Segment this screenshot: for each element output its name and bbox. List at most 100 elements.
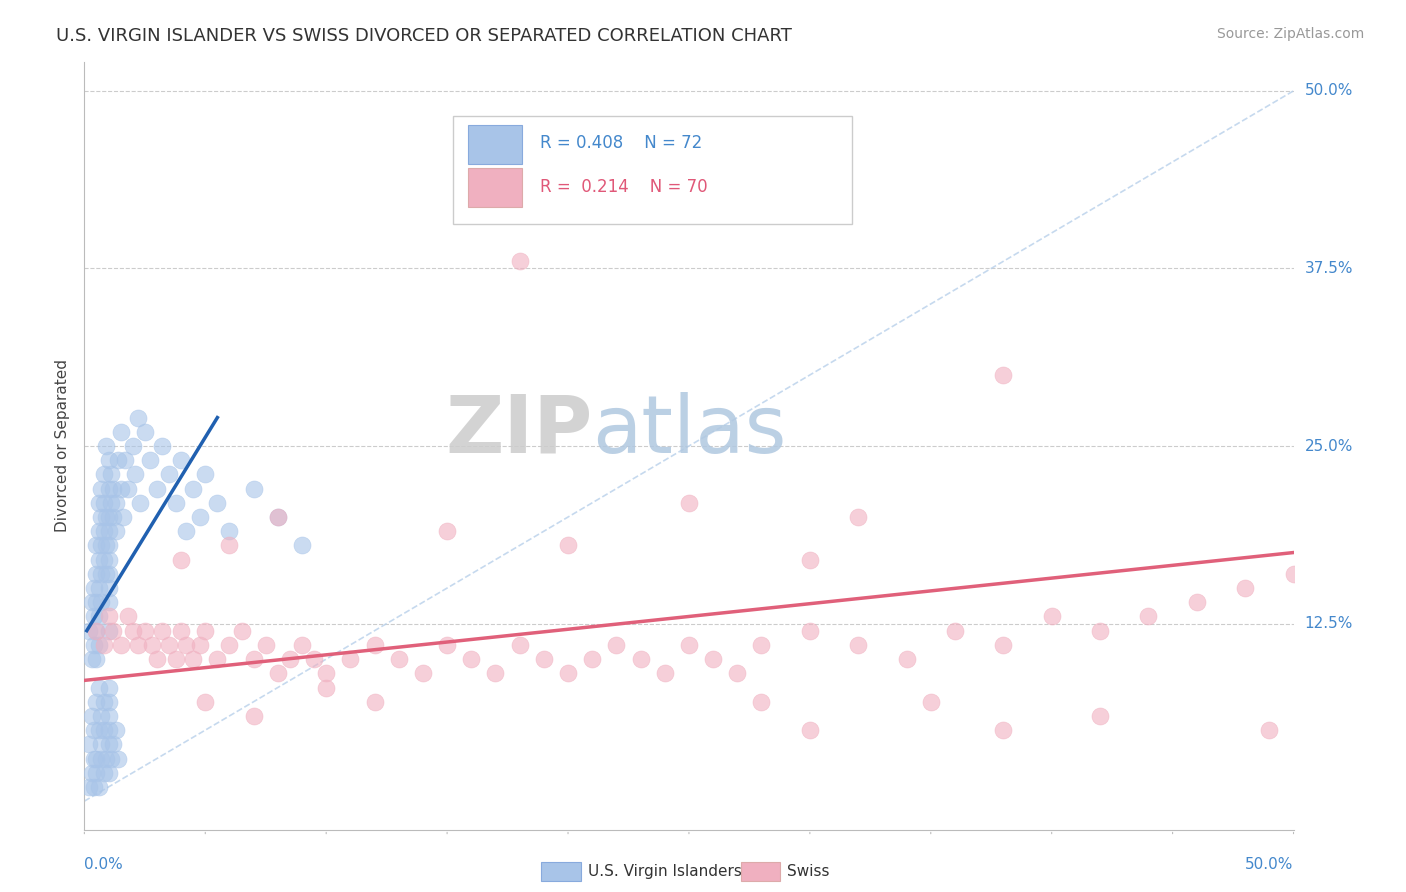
Point <box>170 624 193 638</box>
Point <box>751 638 773 652</box>
Text: 12.5%: 12.5% <box>1305 616 1353 631</box>
Point <box>363 695 385 709</box>
Point <box>110 482 132 496</box>
Point <box>90 709 112 723</box>
Point <box>86 652 108 666</box>
FancyBboxPatch shape <box>468 126 522 164</box>
Point <box>87 581 110 595</box>
Point <box>93 524 115 539</box>
Point <box>291 538 314 552</box>
Point <box>90 737 112 751</box>
Point <box>194 624 217 638</box>
Point <box>124 467 146 482</box>
Point <box>87 681 110 695</box>
Point <box>86 624 108 638</box>
Point <box>100 751 122 765</box>
Point <box>315 681 337 695</box>
Point <box>218 524 240 539</box>
Point <box>291 638 314 652</box>
Point <box>94 751 117 765</box>
Point <box>100 496 122 510</box>
Point <box>86 695 108 709</box>
Point <box>190 510 212 524</box>
Point <box>100 467 122 482</box>
Point <box>94 439 117 453</box>
Point <box>104 524 127 539</box>
Point <box>83 638 105 652</box>
Point <box>363 638 385 652</box>
Point <box>87 780 110 794</box>
Point <box>678 638 700 652</box>
Point <box>90 510 112 524</box>
Point <box>799 723 821 738</box>
Point <box>114 453 136 467</box>
Point <box>267 666 290 681</box>
Point <box>117 482 139 496</box>
Point <box>87 723 110 738</box>
Point <box>90 566 112 581</box>
Point <box>920 695 942 709</box>
Point <box>388 652 411 666</box>
Point <box>509 254 531 268</box>
Point <box>146 482 169 496</box>
Point <box>127 410 149 425</box>
Point <box>97 609 120 624</box>
Point <box>80 709 103 723</box>
Point <box>242 709 264 723</box>
Point <box>90 595 112 609</box>
Point <box>1185 595 1208 609</box>
Point <box>93 723 115 738</box>
Point <box>207 496 229 510</box>
Point <box>557 666 579 681</box>
Text: U.S. Virgin Islanders: U.S. Virgin Islanders <box>588 864 741 879</box>
Point <box>94 538 117 552</box>
Point <box>83 780 105 794</box>
Point <box>87 638 110 652</box>
Point <box>83 609 105 624</box>
Text: Swiss: Swiss <box>787 864 830 879</box>
Point <box>170 552 193 566</box>
Point <box>267 510 290 524</box>
Point <box>97 723 120 738</box>
Point <box>846 510 869 524</box>
Point <box>146 652 169 666</box>
Point <box>90 482 112 496</box>
Point <box>86 624 108 638</box>
Text: 25.0%: 25.0% <box>1305 439 1353 453</box>
Point <box>436 524 458 539</box>
Point <box>218 638 240 652</box>
Point <box>97 595 120 609</box>
Point <box>165 652 187 666</box>
Y-axis label: Divorced or Separated: Divorced or Separated <box>55 359 70 533</box>
Point <box>896 652 918 666</box>
Point <box>993 638 1015 652</box>
Point <box>1137 609 1160 624</box>
Point <box>127 638 149 652</box>
Point <box>138 453 160 467</box>
Point <box>86 566 108 581</box>
Point <box>97 538 120 552</box>
Point <box>557 538 579 552</box>
Point <box>1088 624 1111 638</box>
Point <box>654 666 676 681</box>
Point <box>86 538 108 552</box>
Point <box>267 510 290 524</box>
Point <box>751 695 773 709</box>
Point <box>93 496 115 510</box>
Point <box>134 425 156 439</box>
Point <box>104 496 127 510</box>
Point <box>581 652 603 666</box>
Point <box>678 496 700 510</box>
Text: ZIP: ZIP <box>444 392 592 470</box>
Point <box>97 552 120 566</box>
Point <box>190 638 212 652</box>
Point <box>86 595 108 609</box>
Text: U.S. VIRGIN ISLANDER VS SWISS DIVORCED OR SEPARATED CORRELATION CHART: U.S. VIRGIN ISLANDER VS SWISS DIVORCED O… <box>56 27 792 45</box>
Point <box>77 624 100 638</box>
Point <box>194 467 217 482</box>
Point <box>141 638 163 652</box>
Point <box>218 538 240 552</box>
Point <box>93 695 115 709</box>
Point <box>943 624 966 638</box>
Point <box>83 581 105 595</box>
